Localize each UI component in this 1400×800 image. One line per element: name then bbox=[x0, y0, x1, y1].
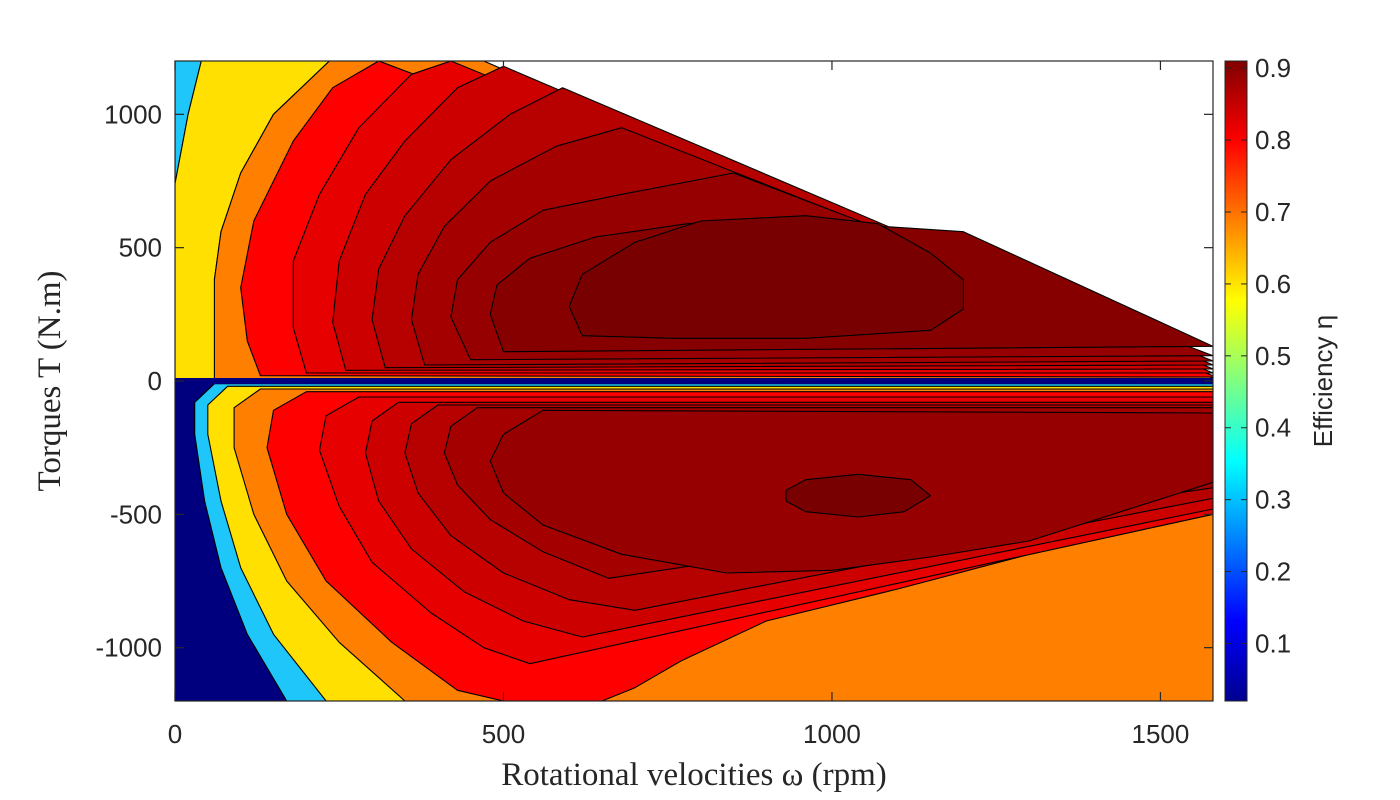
x-tick-label: 1500 bbox=[1132, 719, 1190, 749]
colorbar-tick-label: 0.3 bbox=[1255, 485, 1291, 515]
x-tick-label: 1000 bbox=[803, 719, 861, 749]
x-axis: 0 500 1000 1500 bbox=[168, 61, 1190, 749]
x-tick-label: 0 bbox=[168, 719, 182, 749]
colorbar-tick-label: 0.8 bbox=[1255, 125, 1291, 155]
motor-contour-region-0.91 bbox=[568, 215, 964, 339]
generator-contour-region-0.91 bbox=[785, 473, 932, 518]
colorbar-tick-label: 0.1 bbox=[1255, 628, 1291, 658]
colorbar-tick-label: 0.9 bbox=[1255, 53, 1291, 83]
y-tick-label: 500 bbox=[119, 233, 162, 263]
y-tick-label: -500 bbox=[110, 499, 162, 529]
x-tick-label: 500 bbox=[482, 719, 525, 749]
colorbar: 0.1 0.2 0.3 0.4 0.5 0.6 0.7 0.8 0.9 Efficiency η bbox=[1224, 53, 1338, 702]
colorbar-tick-label: 0.5 bbox=[1255, 341, 1291, 371]
x-axis-label: Rotational velocities ω (rpm) bbox=[501, 757, 887, 793]
colorbar-label: Efficiency η bbox=[1308, 315, 1338, 447]
y-axis: 1000 500 0 -500 -1000 bbox=[96, 99, 1213, 663]
colorbar-tick-label: 0.7 bbox=[1255, 197, 1291, 227]
contour-regions bbox=[175, 61, 1213, 701]
y-tick-label: 1000 bbox=[104, 99, 162, 129]
y-tick-label: 0 bbox=[148, 366, 162, 396]
colorbar-tick-label: 0.4 bbox=[1255, 413, 1291, 443]
colorbar-tick-label: 0.2 bbox=[1255, 557, 1291, 587]
y-tick-label: -1000 bbox=[96, 633, 163, 663]
colorbar-tick-label: 0.6 bbox=[1255, 269, 1291, 299]
colorbar-ticks: 0.1 0.2 0.3 0.4 0.5 0.6 0.7 0.8 0.9 bbox=[1225, 53, 1291, 658]
y-axis-label: Torques T (N.m) bbox=[32, 270, 68, 491]
colorbar-gradient bbox=[1224, 60, 1248, 702]
